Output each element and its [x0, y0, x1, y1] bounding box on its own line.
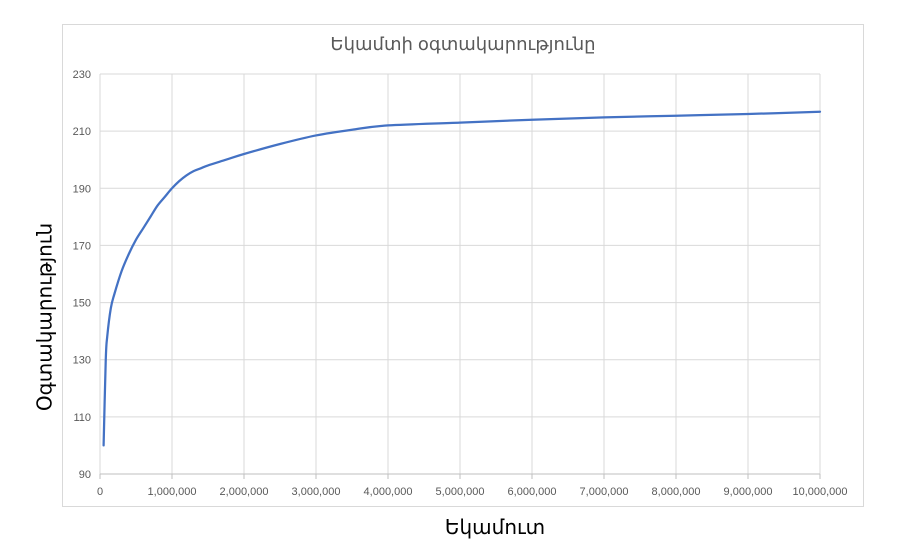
- y-tick-label: 190: [73, 183, 91, 195]
- x-tick-label: 8,000,000: [652, 486, 701, 498]
- x-tick-label: 4,000,000: [364, 486, 413, 498]
- x-tick-label: 9,000,000: [724, 486, 773, 498]
- x-tick-label: 6,000,000: [508, 486, 557, 498]
- y-tick-label: 170: [73, 240, 91, 252]
- x-tick-label: 5,000,000: [436, 486, 485, 498]
- x-tick-label: 3,000,000: [292, 486, 341, 498]
- x-tick-label: 7,000,000: [580, 486, 629, 498]
- y-tick-label: 230: [73, 69, 91, 81]
- series-line: [102, 110, 822, 447]
- x-tick-label: 2,000,000: [220, 486, 269, 498]
- chart-area: [62, 24, 864, 507]
- x-tick-label: 10,000,000: [792, 486, 847, 498]
- y-tick-label: 210: [73, 126, 91, 138]
- y-tick-label: 130: [73, 355, 91, 367]
- y-tick-label: 90: [79, 469, 91, 481]
- x-axis-label: Եկամուտ: [444, 517, 546, 539]
- chart-title: Եկամտի օգտակարությունը: [330, 34, 596, 54]
- y-tick-label: 150: [73, 298, 91, 310]
- x-tick-label: 1,000,000: [148, 486, 197, 498]
- y-tick-label: 110: [73, 412, 91, 424]
- x-tick-label: 0: [97, 486, 103, 498]
